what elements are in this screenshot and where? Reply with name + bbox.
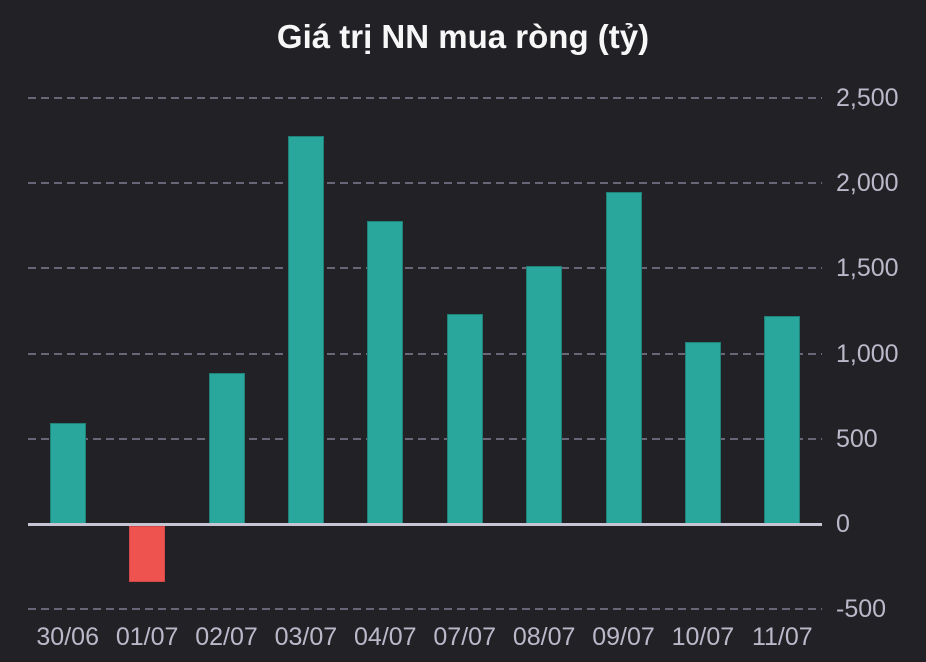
y-axis-tick-label: 1,500 bbox=[836, 254, 899, 283]
y-axis-tick-label: 500 bbox=[836, 424, 878, 453]
chart-bar[interactable] bbox=[208, 373, 245, 524]
x-axis-tick-label: 03/07 bbox=[274, 623, 338, 651]
x-axis-tick-label: 02/07 bbox=[195, 623, 258, 651]
chart-bar[interactable] bbox=[287, 136, 324, 524]
zero-axis-line bbox=[28, 523, 822, 526]
chart-bar[interactable] bbox=[129, 526, 166, 583]
chart-bar[interactable] bbox=[605, 191, 642, 524]
grid-line bbox=[28, 437, 822, 440]
chart-bar[interactable] bbox=[526, 265, 563, 524]
grid-line bbox=[28, 97, 822, 99]
x-axis-tick-label: 01/07 bbox=[115, 623, 179, 651]
chart-bar[interactable] bbox=[764, 316, 801, 524]
x-axis-tick-label: 30/06 bbox=[36, 623, 99, 651]
grid-line bbox=[28, 267, 822, 270]
y-axis-tick-label: 0 bbox=[836, 510, 850, 538]
y-axis-tick-label: 2,500 bbox=[836, 84, 899, 112]
grid-line bbox=[28, 352, 822, 355]
chart-bar[interactable] bbox=[684, 341, 721, 524]
grid-line bbox=[28, 608, 822, 611]
y-axis-tick-label: 2,000 bbox=[836, 169, 899, 198]
chart-bar[interactable] bbox=[367, 220, 404, 524]
x-axis-tick-label: 11/07 bbox=[751, 623, 813, 651]
x-axis-tick-label: 04/07 bbox=[354, 623, 417, 651]
x-axis-tick-label: 10/07 bbox=[671, 623, 735, 651]
chart-bar[interactable] bbox=[49, 423, 86, 524]
grid-line bbox=[28, 182, 822, 185]
y-axis-tick-label: -500 bbox=[836, 595, 887, 624]
chart-bar[interactable] bbox=[446, 314, 483, 524]
x-axis-tick-label: 08/07 bbox=[512, 623, 576, 651]
x-axis-tick-label: 07/07 bbox=[433, 623, 496, 651]
x-axis-tick-label: 09/07 bbox=[592, 623, 655, 651]
chart-title: Giá trị NN mua ròng (tỷ) bbox=[276, 18, 650, 55]
y-axis-tick-label: 1,000 bbox=[836, 339, 899, 368]
